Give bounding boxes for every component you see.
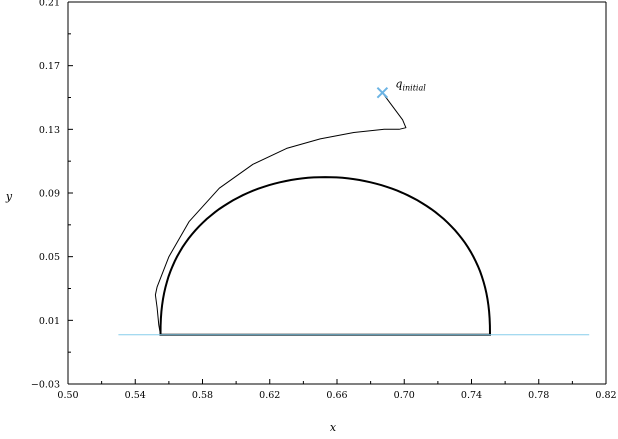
y-ticks: −0.03 0.01 0.05 0.09 0.13 0.17 0.21 <box>31 0 73 391</box>
x-tick-label: 0.54 <box>125 390 146 401</box>
x-tick-label: 0.74 <box>461 390 482 401</box>
x-tick-label: 0.82 <box>595 390 616 401</box>
x-tick-label: 0.78 <box>528 390 549 401</box>
x-tick-label: 0.50 <box>57 390 78 401</box>
y-tick-label: 0.01 <box>39 316 60 327</box>
x-tick-label: 0.58 <box>192 390 213 401</box>
y-axis-label: y <box>5 190 13 203</box>
x-tick-label: 0.66 <box>326 390 347 401</box>
plot-area <box>67 1 607 385</box>
start-marker <box>376 87 389 99</box>
x-tick-label: 0.70 <box>394 390 415 401</box>
y-tick-label: 0.13 <box>39 125 60 136</box>
x-tick-label: 0.62 <box>259 390 280 401</box>
x-axis-label: x <box>330 421 337 434</box>
start-label: qinitial <box>395 78 426 93</box>
y-tick-label: 0.09 <box>39 189 60 200</box>
start-marker-stroke <box>376 87 389 99</box>
y-tick-label: −0.03 <box>31 380 60 391</box>
start-label-sub: initial <box>402 84 426 93</box>
series-layer: qinitial <box>118 78 590 336</box>
y-tick-label: 0.21 <box>39 0 60 9</box>
target-dome <box>159 176 492 336</box>
trajectory-line <box>154 92 407 335</box>
start-label-base: q <box>395 78 402 91</box>
y-tick-label: 0.17 <box>39 61 60 72</box>
y-tick-label: 0.05 <box>39 252 60 263</box>
x-ticks: 0.50 0.54 0.58 0.62 0.66 0.70 0.74 0.78 0.82 <box>57 379 617 401</box>
